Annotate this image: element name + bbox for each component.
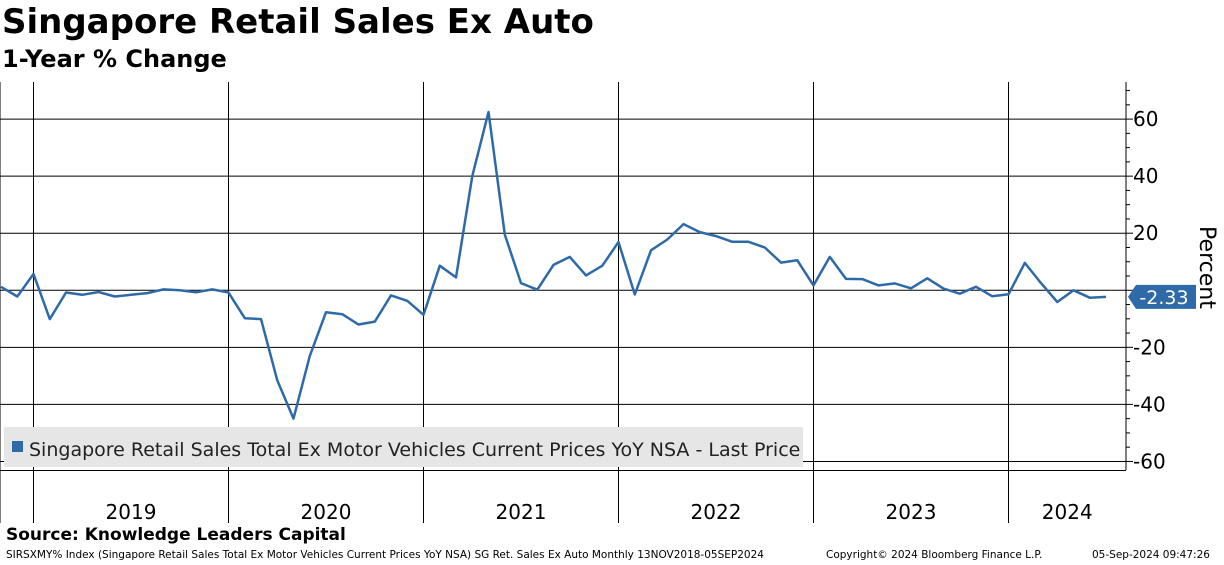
series-line [0,110,1107,420]
source-note: Source: Knowledge Leaders Capital [6,525,346,545]
x-tick-label: 2019 [106,500,157,524]
y-tick-label: -40 [1133,392,1166,416]
y-tick-label: -20 [1133,335,1166,359]
legend-box [4,427,803,467]
x-tick-label: 2024 [1042,500,1093,524]
legend-label: Singapore Retail Sales Total Ex Motor Ve… [29,439,800,461]
last-value-flag [1128,284,1196,309]
y-tick-label: 60 [1133,107,1158,131]
y-tick-label: 20 [1133,221,1158,245]
y-tick-label: 40 [1133,164,1158,188]
chart-subtitle: 1-Year % Change [2,45,227,73]
legend-swatch [12,441,23,452]
x-tick-label: 2021 [496,500,547,524]
footer-ticker-description: SIRSXMY% Index (Singapore Retail Sales T… [6,549,764,561]
x-tick-label: 2022 [691,500,742,524]
y-tick-label: -60 [1133,449,1166,473]
last-value-label: -2.33 [1139,287,1188,309]
footer-timestamp: 05-Sep-2024 09:47:26 [1092,549,1210,561]
footer-copyright: Copyright© 2024 Bloomberg Finance L.P. [826,549,1043,561]
y-axis-title: Percent [1194,226,1219,309]
x-tick-label: 2023 [886,500,937,524]
x-tick-label: 2020 [301,500,352,524]
chart-title: Singapore Retail Sales Ex Auto [2,2,594,42]
